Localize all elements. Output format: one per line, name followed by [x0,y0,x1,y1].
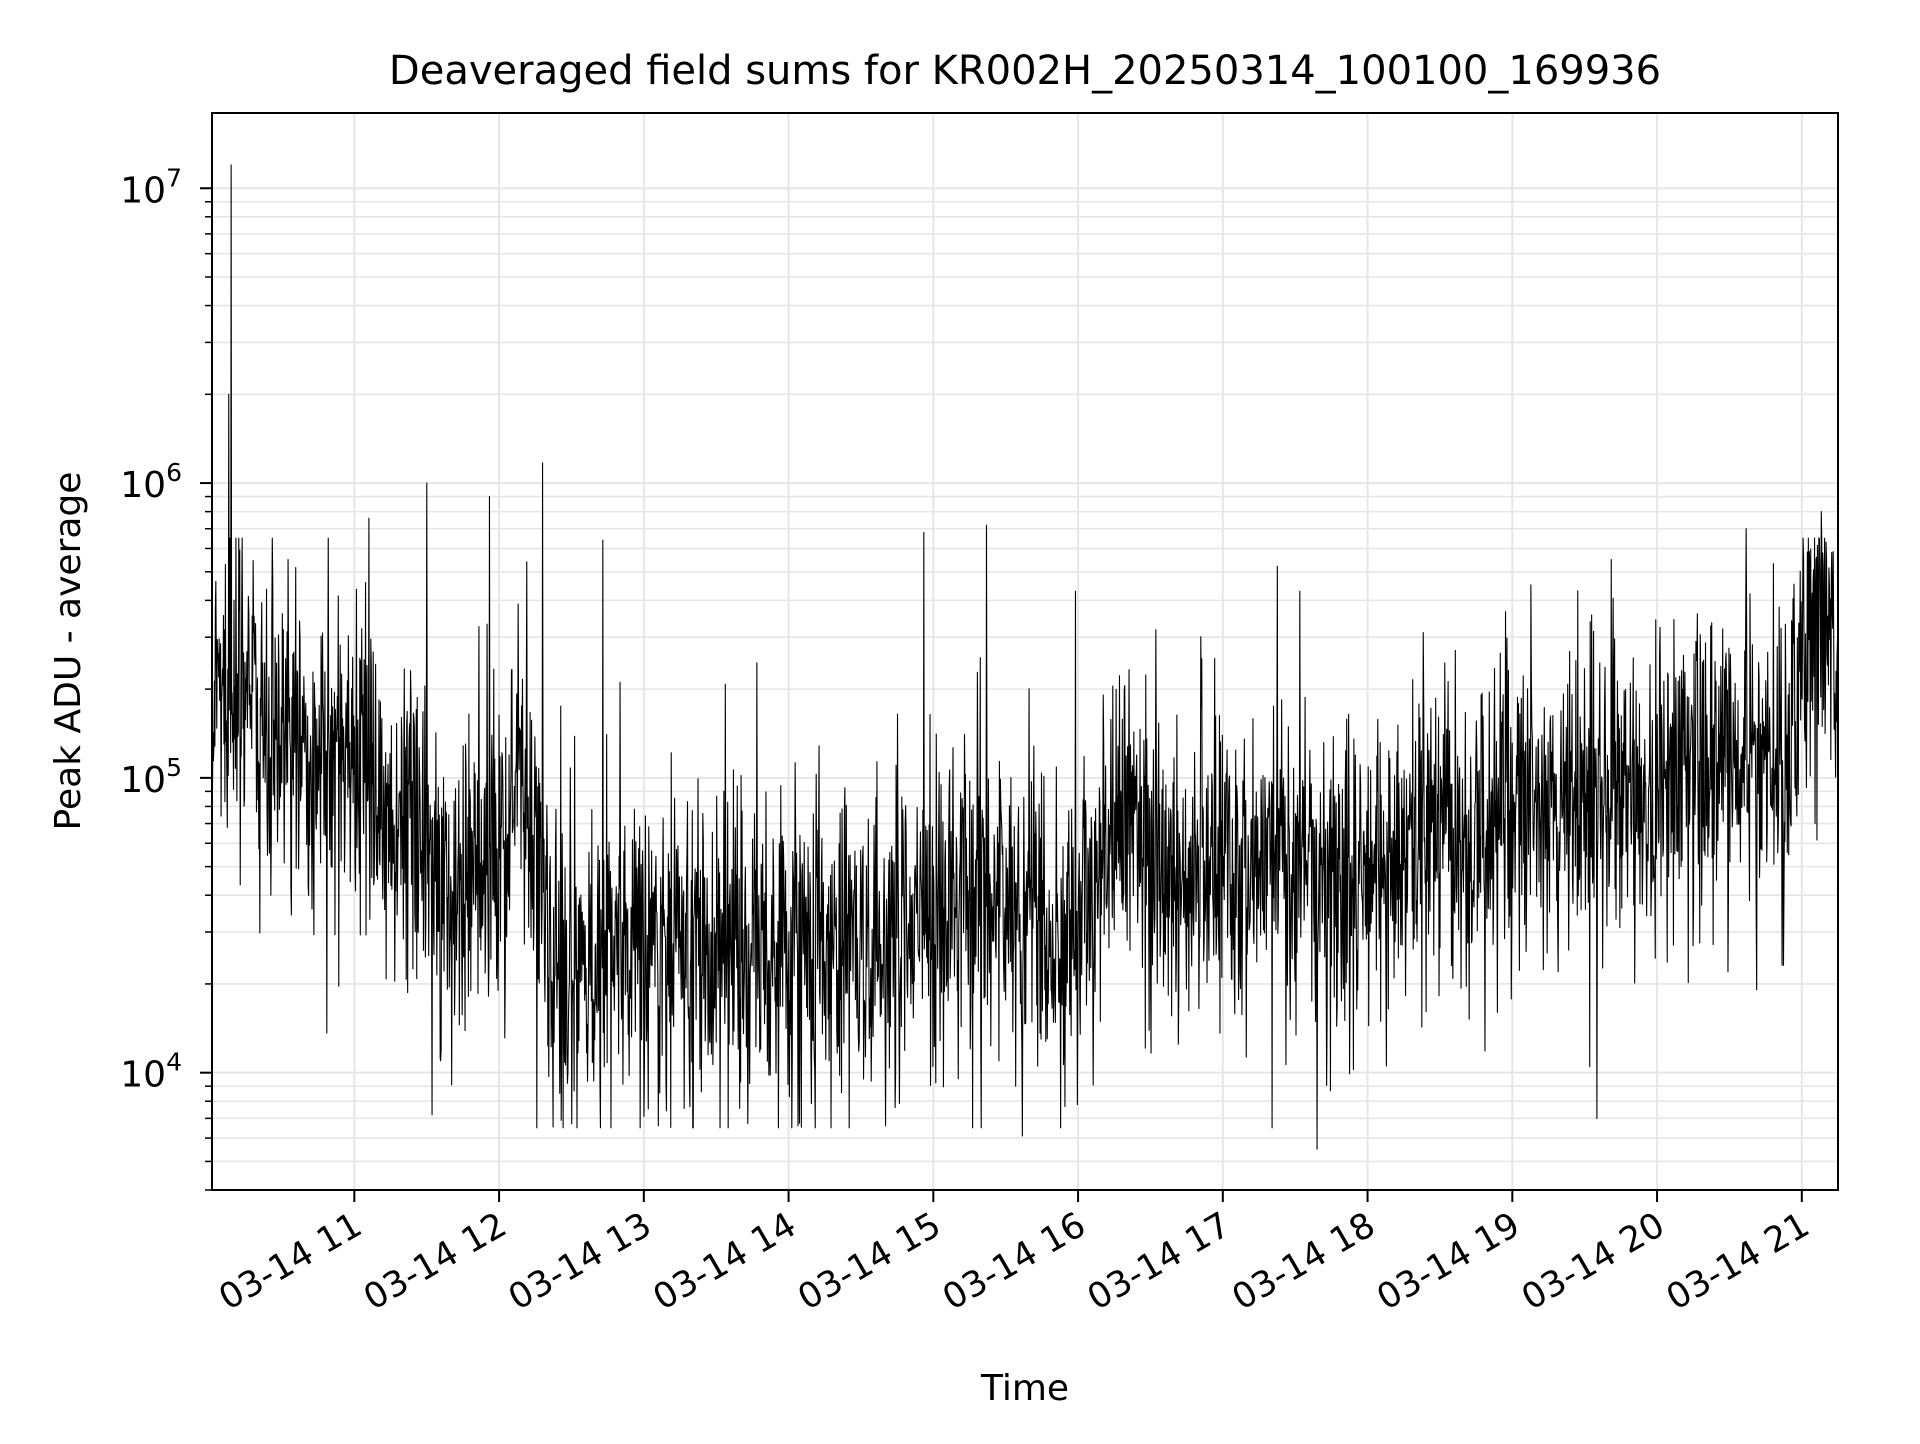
y-tick-label: 105 [120,753,182,801]
y-tick-label: 104 [120,1048,182,1096]
y-axis: 104 105 106 107 [120,163,212,1191]
x-axis-label: Time [980,1368,1069,1409]
y-tick-label: 107 [120,163,182,211]
series-line [211,164,1839,1150]
y-axis-label: Peak ADU - average [48,472,89,831]
y-tick-label: 106 [120,458,182,506]
chart-title: Deaveraged field sums for KR002H_2025031… [389,48,1661,94]
plot-area [211,164,1839,1150]
axes-frame [211,112,1839,1191]
